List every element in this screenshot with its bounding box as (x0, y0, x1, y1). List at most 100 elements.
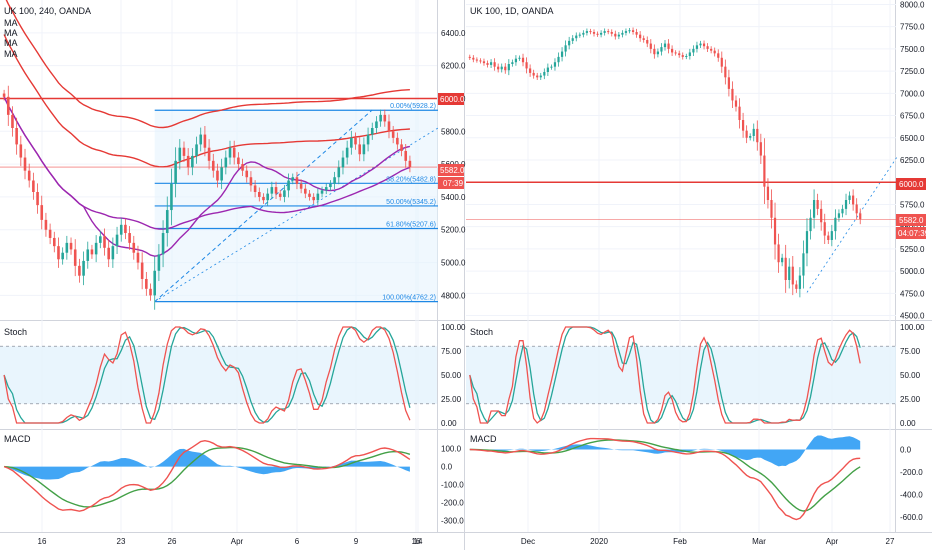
candle-body (472, 57, 475, 60)
candle-body (631, 30, 635, 32)
candle-body (702, 43, 706, 47)
candle-body (585, 31, 589, 33)
candle-body (525, 62, 528, 69)
candle-body (745, 130, 748, 138)
candle-body (182, 147, 186, 156)
right-price-tick: 4750.0 (900, 289, 925, 298)
candle-body (86, 249, 90, 261)
candle-body (827, 235, 830, 240)
candle-body (287, 180, 290, 191)
candle-body (784, 257, 787, 280)
candle-body (291, 177, 295, 181)
candle-body (320, 190, 324, 194)
candle-body (396, 137, 399, 145)
left-macd-line (3, 439, 411, 512)
left-ma-line-2 (3, 96, 411, 230)
candle-body (724, 66, 727, 78)
candle-body (153, 270, 157, 296)
left-time-tick: 9 (354, 537, 359, 546)
left-stoch-tick: 100.00 (441, 323, 466, 332)
candle-body (752, 128, 755, 136)
candle-body (324, 187, 328, 191)
candle-body (350, 137, 353, 148)
candle-body (82, 260, 85, 276)
candle-body (283, 190, 286, 197)
candle-body (278, 193, 282, 197)
left-time-tick: Apr (231, 537, 244, 546)
candle-body (157, 254, 161, 271)
candle-body (479, 60, 482, 62)
candle-body (99, 236, 102, 243)
candle-body (111, 246, 115, 260)
left-price-tick: 5800.0 (441, 127, 466, 136)
candle-body (44, 219, 48, 230)
left-time-tick: 26 (168, 537, 177, 546)
left-macd-tick: -200.0 (441, 499, 464, 508)
left-stoch-tick: 75.00 (441, 347, 462, 356)
trend-line-dotted (806, 155, 899, 293)
right-price-tick: 6250.0 (900, 156, 925, 165)
candle-body (145, 278, 148, 289)
right-price-tick: 7750.0 (900, 23, 925, 32)
candle-body (834, 217, 837, 232)
candle-body (543, 72, 546, 76)
candle-body (607, 31, 610, 33)
candle-body (777, 244, 780, 263)
right-time-tick: Dec (521, 537, 535, 546)
candle-body (69, 242, 73, 250)
candle-body (299, 183, 303, 189)
candle-body (6, 96, 10, 115)
left-price-tick: 5000.0 (441, 259, 466, 268)
left-stoch-d-line (3, 326, 411, 424)
candle-body (128, 233, 131, 243)
candle-body (738, 106, 741, 120)
candle-body (681, 55, 684, 57)
candle-body (720, 57, 723, 67)
candle-body (560, 51, 564, 57)
candle-body (628, 30, 631, 32)
candle-body (94, 242, 98, 255)
candle-body (170, 183, 173, 211)
candle-body (646, 40, 649, 44)
candle-body (475, 59, 478, 61)
right-stoch-tick: 25.00 (900, 395, 921, 404)
candle-body (220, 167, 223, 181)
candle-body (482, 61, 486, 64)
candle-body (550, 66, 553, 68)
left-time-tick: 23 (117, 537, 126, 546)
right-macd-tick: -600.0 (900, 513, 923, 522)
candle-body (191, 155, 194, 168)
candle-body (362, 144, 366, 155)
left-price-tick: 4800.0 (441, 291, 466, 300)
candle-body (408, 160, 412, 168)
candle-body (617, 34, 620, 37)
candle-body (756, 128, 759, 143)
candle-body (266, 193, 269, 201)
candle-body (132, 242, 136, 253)
candle-body (341, 157, 345, 168)
candle-body (852, 195, 855, 205)
candle-body (802, 253, 805, 276)
candle-body (2, 93, 6, 97)
candle-body (249, 177, 253, 186)
right-stoch-tick: 100.00 (900, 323, 925, 332)
left-stoch-k-line (3, 326, 411, 424)
left-price-tick: 5200.0 (441, 226, 466, 235)
candle-body (103, 236, 106, 248)
candle-body (600, 32, 603, 35)
candle-body (316, 193, 320, 201)
svg-text:6000.0: 6000.0 (440, 95, 465, 104)
candle-body (379, 114, 382, 122)
fib-level-label: 61.80%(5207.6) (386, 221, 436, 228)
candle-body (400, 144, 403, 151)
candle-body (592, 32, 596, 34)
left-chart-title: UK 100, 240, OANDA (4, 6, 91, 16)
candle-body (564, 45, 567, 52)
candle-body (805, 231, 809, 254)
candle-body (816, 200, 819, 209)
candle-body (73, 249, 77, 266)
candle-body (678, 53, 681, 56)
left-time-badge: 07:39 (438, 177, 464, 189)
candle-body (575, 35, 578, 39)
